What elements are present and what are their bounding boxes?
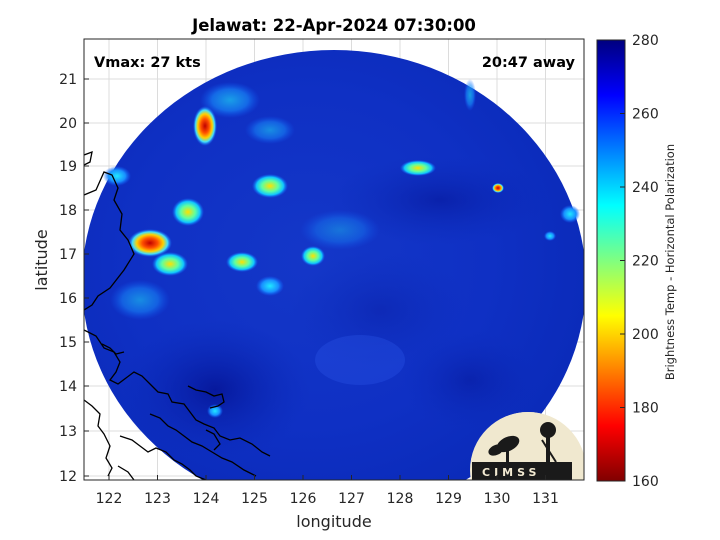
x-axis-label: longitude [296,512,371,531]
x-tick-label: 126 [290,491,317,507]
x-tick-label: 127 [338,491,365,507]
y-tick-label: 20 [59,116,77,132]
colorbar-ticks [620,39,625,482]
y-tick-label: 21 [59,72,77,88]
colorbar-tick-label: 160 [632,474,659,490]
x-tick-label: 128 [387,491,414,507]
colorbar-tick-labels: 160 180 200 220 240 260 280 [632,33,659,490]
colorbar-tick-label: 220 [632,254,659,270]
y-tick-label: 14 [59,379,77,395]
colorbar-tick-label: 180 [632,401,659,417]
tick-marks [84,78,546,480]
plot-title: Jelawat: 22-Apr-2024 07:30:00 [191,16,476,35]
colorbar-tick-label: 200 [632,327,659,343]
colorbar-tick-label: 260 [632,107,659,123]
y-tick-label: 12 [59,469,77,485]
cimss-logo: CIMSS [470,412,584,480]
y-tick-label: 13 [59,424,77,440]
x-tick-label: 125 [241,491,268,507]
colorbar-tick-label: 280 [632,33,659,49]
coastlines [84,150,271,480]
time-away-annotation: 20:47 away [482,55,576,71]
x-tick-label: 129 [435,491,462,507]
y-tick-label: 15 [59,335,77,351]
colorbar-tick-label: 240 [632,180,659,196]
axes-frame [83,38,585,481]
y-tick-label: 16 [59,291,77,307]
colorbar-label: Brightness Temp - Horizontal Polarizatio… [663,144,677,380]
cimss-logo-text: CIMSS [482,466,540,479]
vmax-annotation: Vmax: 27 kts [94,55,201,71]
x-tick-label: 124 [193,491,220,507]
y-tick-label: 18 [59,203,77,219]
x-tick-labels: 122 123 124 125 126 127 128 129 130 131 [96,491,559,507]
x-tick-label: 131 [532,491,559,507]
y-tick-label: 17 [59,247,77,263]
y-tick-label: 19 [59,159,77,175]
x-tick-label: 130 [484,491,511,507]
y-tick-labels: 12 13 14 15 16 17 18 19 20 21 [59,72,77,485]
x-tick-label: 122 [96,491,123,507]
y-axis-label: latitude [32,229,51,290]
x-tick-label: 123 [144,491,171,507]
brightness-temp-swath [84,50,584,480]
